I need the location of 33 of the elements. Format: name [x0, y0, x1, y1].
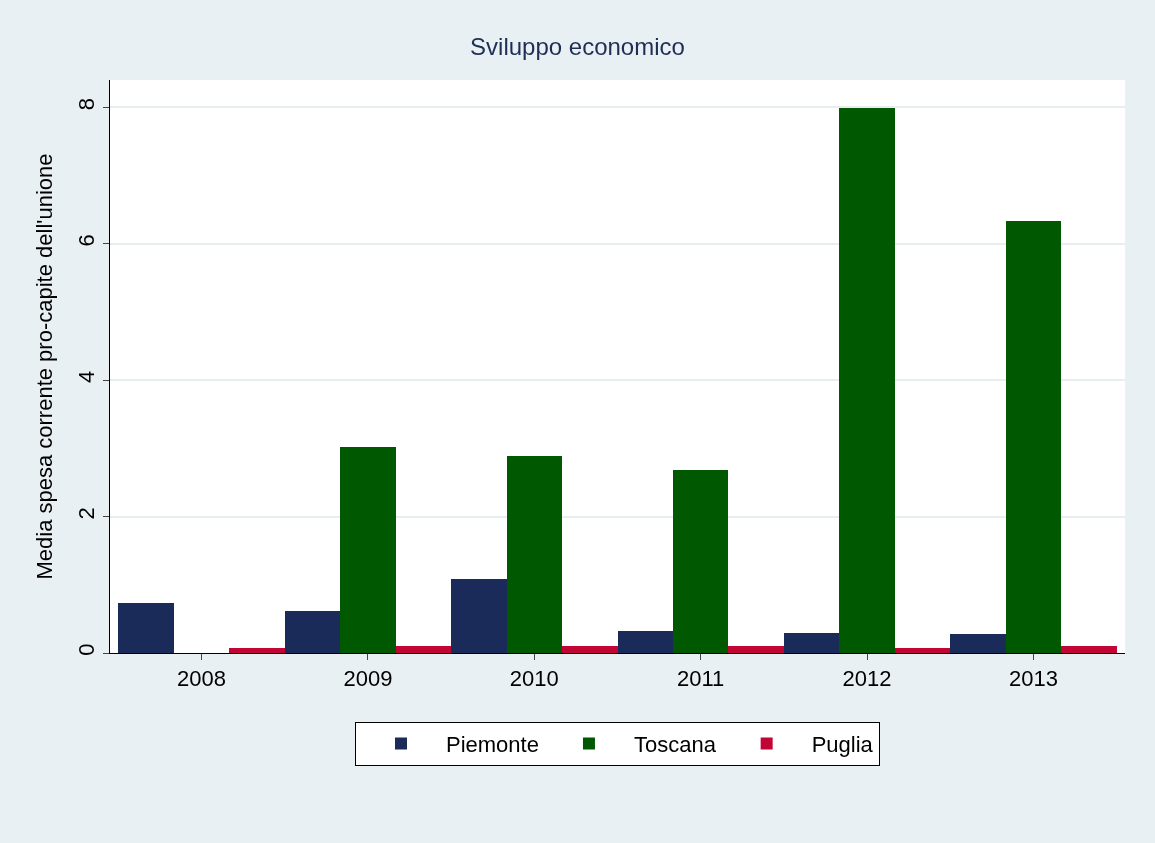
legend-label: Toscana — [633, 732, 717, 758]
x-tick-label: 2011 — [677, 666, 725, 692]
bar — [895, 648, 950, 653]
bar — [285, 611, 340, 653]
bar — [229, 648, 285, 653]
legend-label: Puglia — [811, 732, 874, 758]
x-tick-label: 2012 — [842, 666, 892, 692]
y-tick-label: 4 — [74, 370, 100, 383]
chart-title: Sviluppo economico — [470, 32, 685, 60]
legend-label: Piemonte — [446, 732, 539, 758]
bar — [1006, 221, 1061, 653]
bar — [340, 447, 396, 653]
x-tick-label: 2010 — [509, 666, 559, 692]
x-tick-label: 2009 — [343, 666, 393, 692]
bar — [118, 603, 174, 653]
bar — [618, 631, 673, 653]
y-tick-label: 2 — [74, 507, 100, 520]
y-tick-label: 8 — [74, 97, 100, 111]
y-axis-title: Media spesa corrente pro-capite dell'unione — [32, 153, 57, 580]
bar — [950, 634, 1006, 653]
bar — [451, 579, 507, 653]
x-tick-label: 2008 — [177, 666, 226, 692]
bar — [728, 646, 784, 653]
bar — [1061, 646, 1117, 653]
bar — [784, 633, 839, 653]
bar — [396, 646, 451, 653]
x-tick-label: 2013 — [1009, 666, 1058, 692]
y-tick-label: 6 — [74, 234, 100, 247]
bar — [839, 108, 895, 653]
bar — [673, 470, 728, 653]
y-tick-label: 0 — [74, 643, 100, 656]
bar — [507, 456, 562, 653]
bar — [562, 646, 618, 653]
